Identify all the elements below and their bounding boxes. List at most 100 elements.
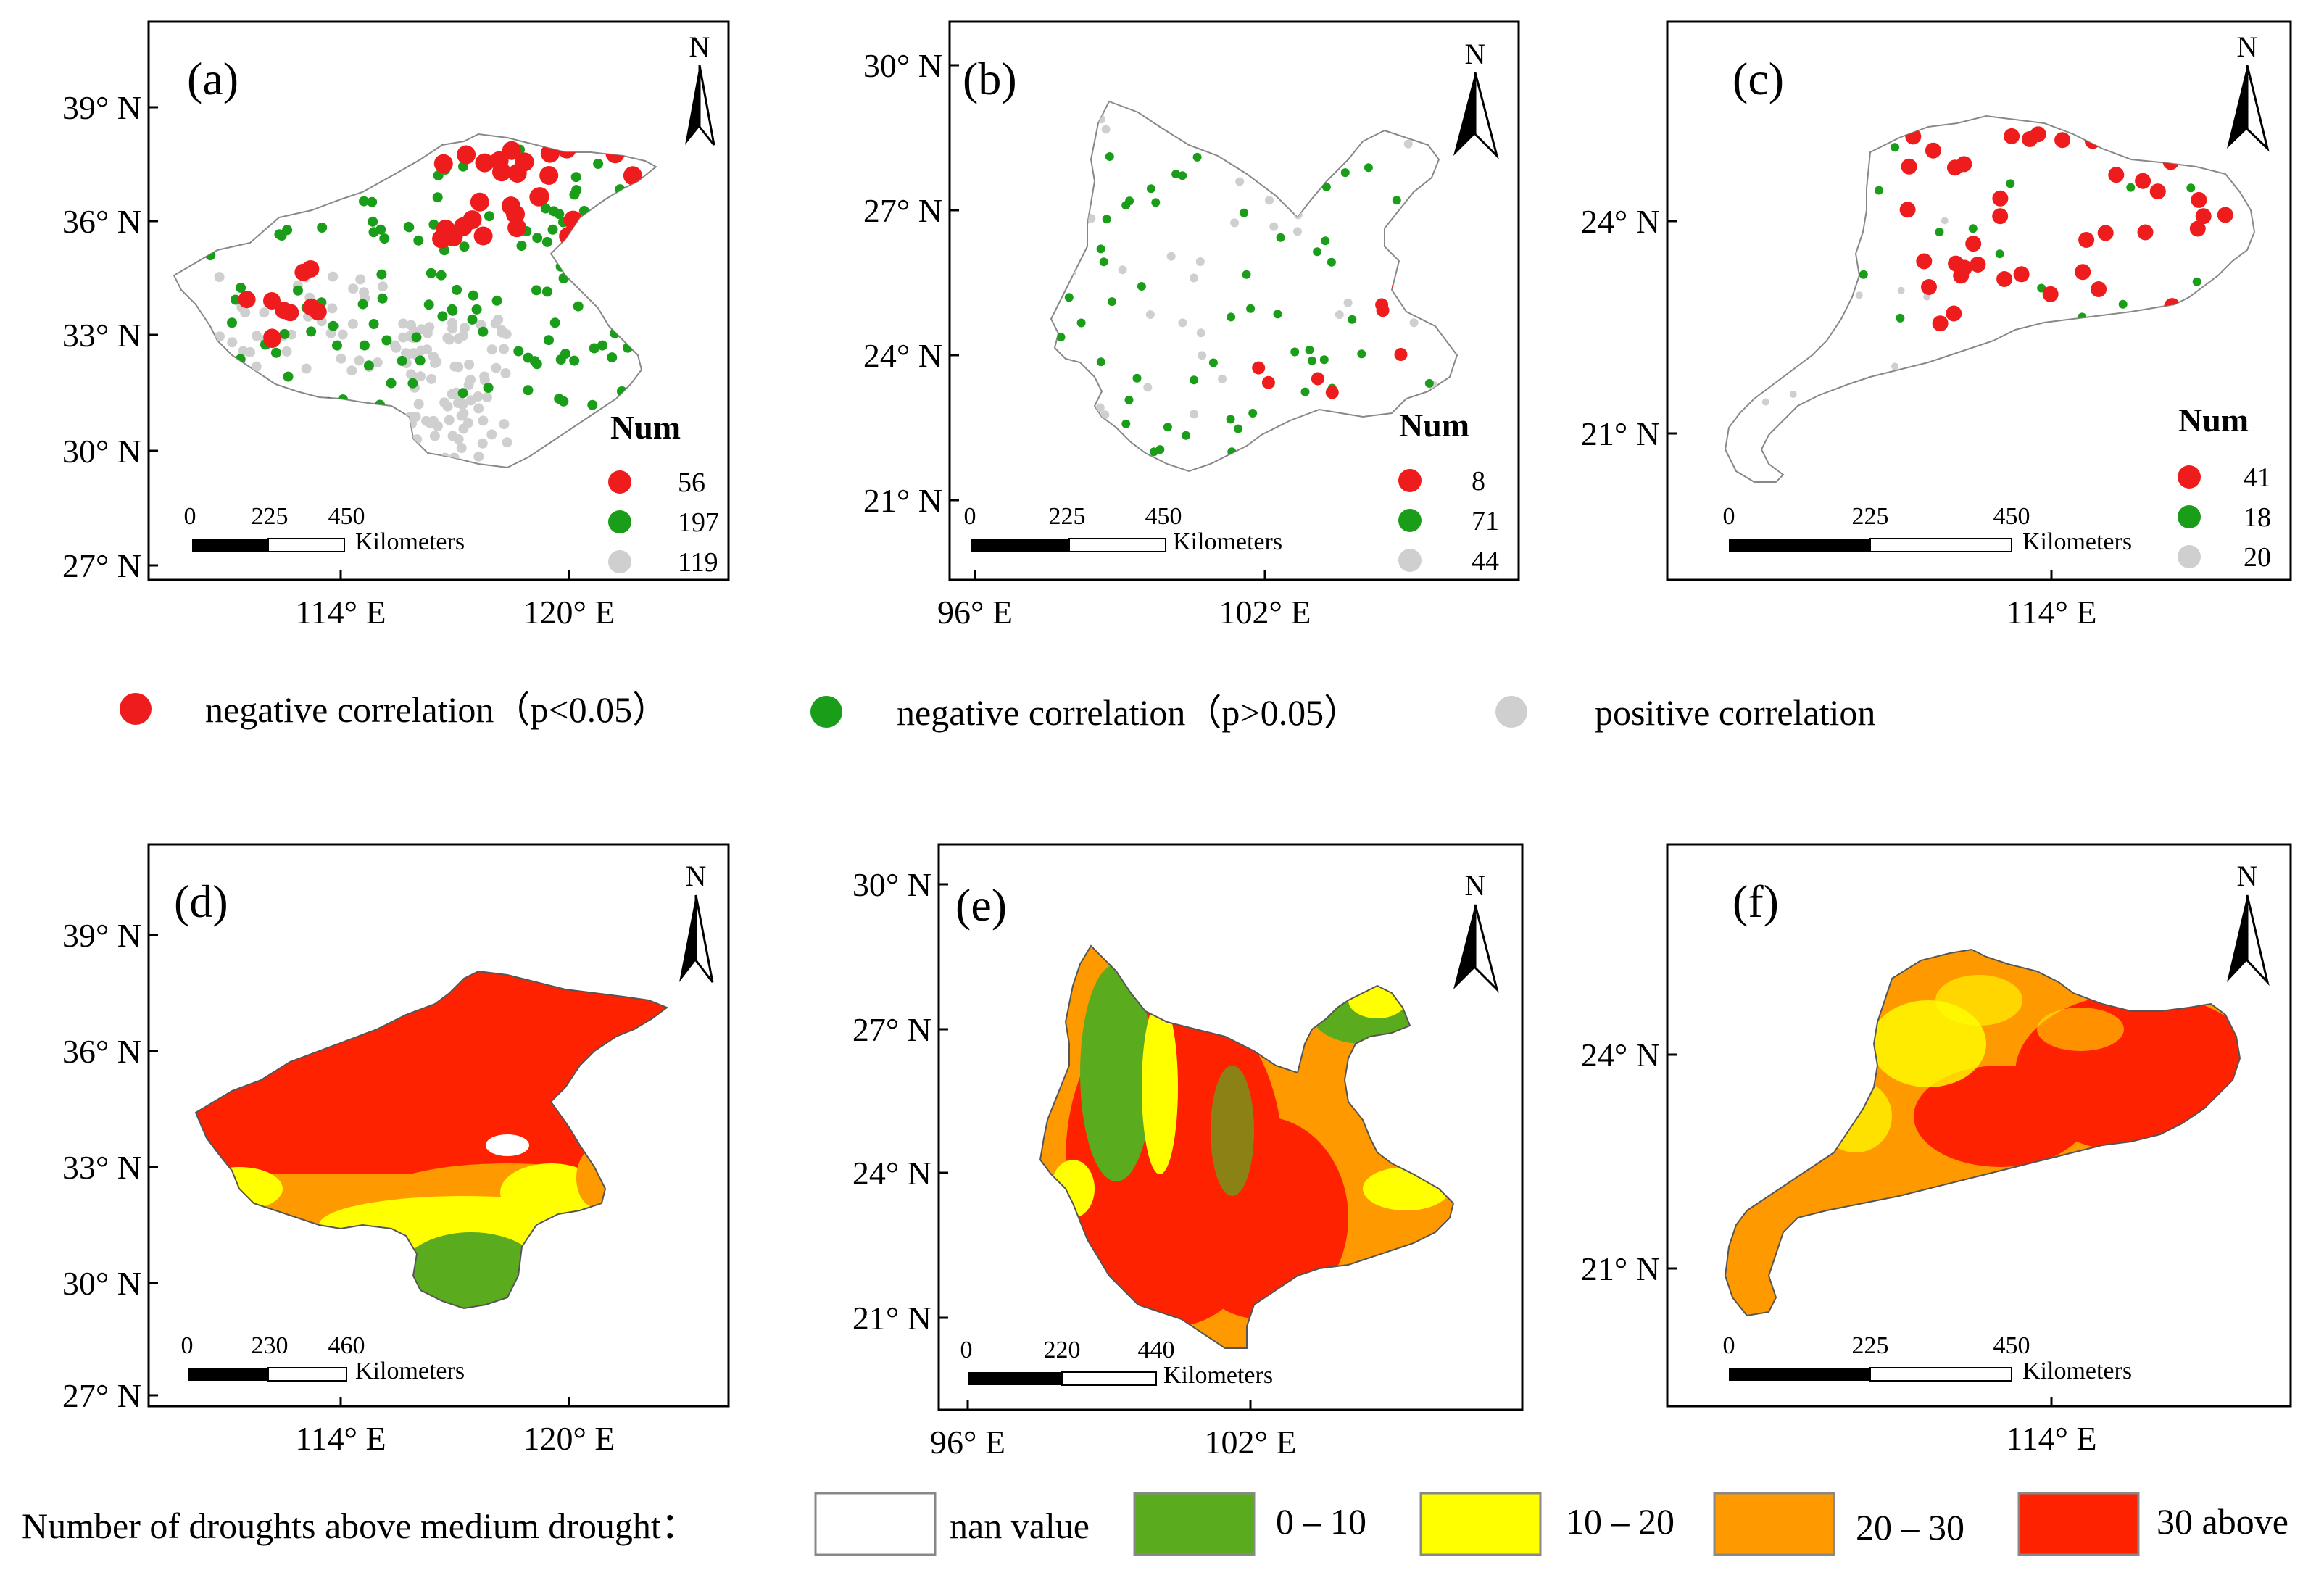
- svg-text:24° N: 24° N: [1581, 203, 1660, 240]
- svg-text:230: 230: [252, 1332, 289, 1359]
- svg-text:Num: Num: [610, 409, 681, 446]
- panel-d-region-outline: [194, 970, 669, 1310]
- legend-class-label: 0 – 10: [1276, 1501, 1366, 1542]
- svg-text:114° E: 114° E: [2006, 594, 2096, 631]
- svg-text:21° N: 21° N: [863, 482, 942, 519]
- panel-b-scale-bar: 0 225 450 Kilometers: [964, 503, 1283, 555]
- panel-a-lon-label: 114° E: [295, 594, 386, 631]
- panel-f-north-arrow: N: [2227, 860, 2270, 987]
- panel-b-letter: (b): [963, 53, 1017, 104]
- svg-text:96° E: 96° E: [930, 1424, 1005, 1461]
- panel-a-lat-label: 30° N: [62, 433, 141, 470]
- svg-text:450: 450: [1993, 1332, 2030, 1359]
- legend-swatch-20-30: [1713, 1492, 1835, 1556]
- svg-text:30° N: 30° N: [863, 47, 942, 84]
- panel-a-lon-label: 120° E: [523, 594, 615, 631]
- legend-swatch-nan: [814, 1492, 937, 1556]
- svg-text:225: 225: [1852, 503, 1889, 530]
- panel-c-scale-bar: 0 225 450 Kilometers: [1723, 503, 2133, 555]
- svg-text:N: N: [2237, 30, 2258, 63]
- panel-d-north-arrow: N: [679, 860, 714, 983]
- svg-text:197: 197: [678, 507, 719, 538]
- svg-text:44: 44: [1472, 546, 1499, 576]
- panel-a-lat-label: 27° N: [62, 547, 141, 584]
- panel-b: (b) 30° N 27° N 24° N 21° N 96° E 102° E…: [863, 38, 1499, 631]
- svg-text:N: N: [686, 860, 707, 892]
- svg-text:24° N: 24° N: [863, 337, 942, 374]
- panel-b-num-legend: Num 8 71 44: [1398, 407, 1499, 576]
- legend-positive: positive correlation: [1595, 692, 1875, 733]
- panel-f-letter: (f): [1732, 876, 1779, 927]
- svg-text:24° N: 24° N: [852, 1155, 931, 1192]
- svg-text:41: 41: [2244, 462, 2271, 493]
- svg-text:Kilometers: Kilometers: [355, 528, 465, 555]
- svg-text:27° N: 27° N: [852, 1011, 931, 1048]
- svg-text:Kilometers: Kilometers: [2022, 1358, 2132, 1384]
- svg-text:114° E: 114° E: [295, 1420, 386, 1457]
- legend-gray-dot: [1495, 696, 1527, 728]
- panel-a-letter: (a): [187, 53, 238, 104]
- svg-text:114° E: 114° E: [2006, 1420, 2096, 1457]
- svg-text:Kilometers: Kilometers: [2022, 528, 2132, 555]
- panel-f: (f) 24° N 21° N 114° E N 0 225 450 Kilom…: [1581, 860, 2270, 1457]
- svg-text:Kilometers: Kilometers: [1163, 1362, 1273, 1389]
- panel-d-frame: [147, 843, 730, 1408]
- svg-text:N: N: [689, 30, 710, 63]
- panel-e-lon-labels: 96° E 102° E: [930, 1400, 1297, 1461]
- svg-text:21° N: 21° N: [1581, 415, 1660, 452]
- panel-a-north-arrow: N: [685, 30, 715, 146]
- svg-text:0: 0: [964, 503, 976, 530]
- svg-text:N: N: [2237, 860, 2258, 892]
- legend-negative-nonsignificant: negative correlation（p>0.05）: [897, 692, 1360, 733]
- panel-c-north-arrow: N: [2227, 30, 2270, 152]
- panel-f-region-outline: [1724, 948, 2241, 1317]
- panel-f-frame: [1666, 843, 2292, 1408]
- svg-text:119: 119: [678, 547, 718, 578]
- svg-text:0: 0: [960, 1337, 973, 1363]
- panel-e-frame: [937, 843, 1524, 1411]
- svg-text:0: 0: [1723, 1332, 1735, 1359]
- legend-red-dot: [120, 693, 152, 725]
- panel-a-lat-label: 36° N: [62, 203, 141, 240]
- panel-a: (a) 39° N 36° N 33° N 30° N 27° N 114° E…: [62, 30, 719, 631]
- svg-text:0: 0: [1723, 503, 1735, 530]
- panel-e-letter: (e): [955, 879, 1007, 931]
- svg-text:225: 225: [1852, 1332, 1889, 1359]
- svg-text:Num: Num: [2178, 402, 2249, 439]
- legend-class-label: 10 – 20: [1566, 1501, 1674, 1542]
- legend-class-label: 30 above: [2157, 1501, 2288, 1542]
- legend-class-label: nan value: [950, 1505, 1090, 1546]
- svg-text:220: 220: [1044, 1337, 1081, 1363]
- legend-green-dot: [810, 696, 842, 728]
- panel-c: (c) 24° N 21° N 114° E N Num 41 18 20: [1581, 30, 2271, 631]
- panel-b-north-arrow: N: [1453, 38, 1499, 159]
- svg-text:18: 18: [2244, 502, 2271, 533]
- legend-swatch-0-10: [1133, 1492, 1256, 1556]
- svg-text:96° E: 96° E: [937, 594, 1013, 631]
- panel-a-region-outline: [173, 133, 657, 469]
- svg-text:0: 0: [181, 1332, 194, 1359]
- panel-e-lat-labels: 30° N 27° N 24° N 21° N: [852, 866, 948, 1337]
- svg-text:27° N: 27° N: [62, 1377, 141, 1414]
- svg-text:30° N: 30° N: [852, 866, 931, 903]
- drought-class-legend: Number of droughts above medium drought：…: [22, 1492, 2288, 1556]
- svg-text:460: 460: [328, 1332, 365, 1359]
- svg-text:27° N: 27° N: [863, 192, 942, 229]
- panel-c-num-legend: Num 41 18 20: [2178, 402, 2271, 573]
- panel-c-frame: [1666, 20, 2292, 581]
- panel-e-scale-bar: 0 220 440 Kilometers: [960, 1337, 1274, 1389]
- legend-bottom-title: Number of droughts above medium drought：: [22, 1505, 697, 1546]
- panel-d-scale-bar: 0 230 460 Kilometers: [181, 1332, 465, 1384]
- legend-negative-significant: negative correlation（p<0.05）: [205, 689, 668, 730]
- panel-f-lat-labels: 24° N 21° N: [1581, 1037, 1677, 1287]
- svg-text:71: 71: [1472, 506, 1499, 536]
- panel-f-lon-labels: 114° E: [2006, 1397, 2097, 1457]
- panel-d-drought-raster: [196, 971, 667, 1308]
- panel-a-frame: [147, 20, 730, 581]
- svg-text:24° N: 24° N: [1581, 1037, 1660, 1073]
- svg-text:225: 225: [252, 503, 289, 530]
- panel-a-scale-bar: 0 225 450 Kilometers: [184, 503, 465, 555]
- panel-a-lat-labels: 39° N 36° N 33° N 30° N 27° N: [62, 89, 158, 584]
- svg-text:36° N: 36° N: [62, 1033, 141, 1070]
- panel-a-num-legend: Num 56 197 119: [608, 409, 719, 578]
